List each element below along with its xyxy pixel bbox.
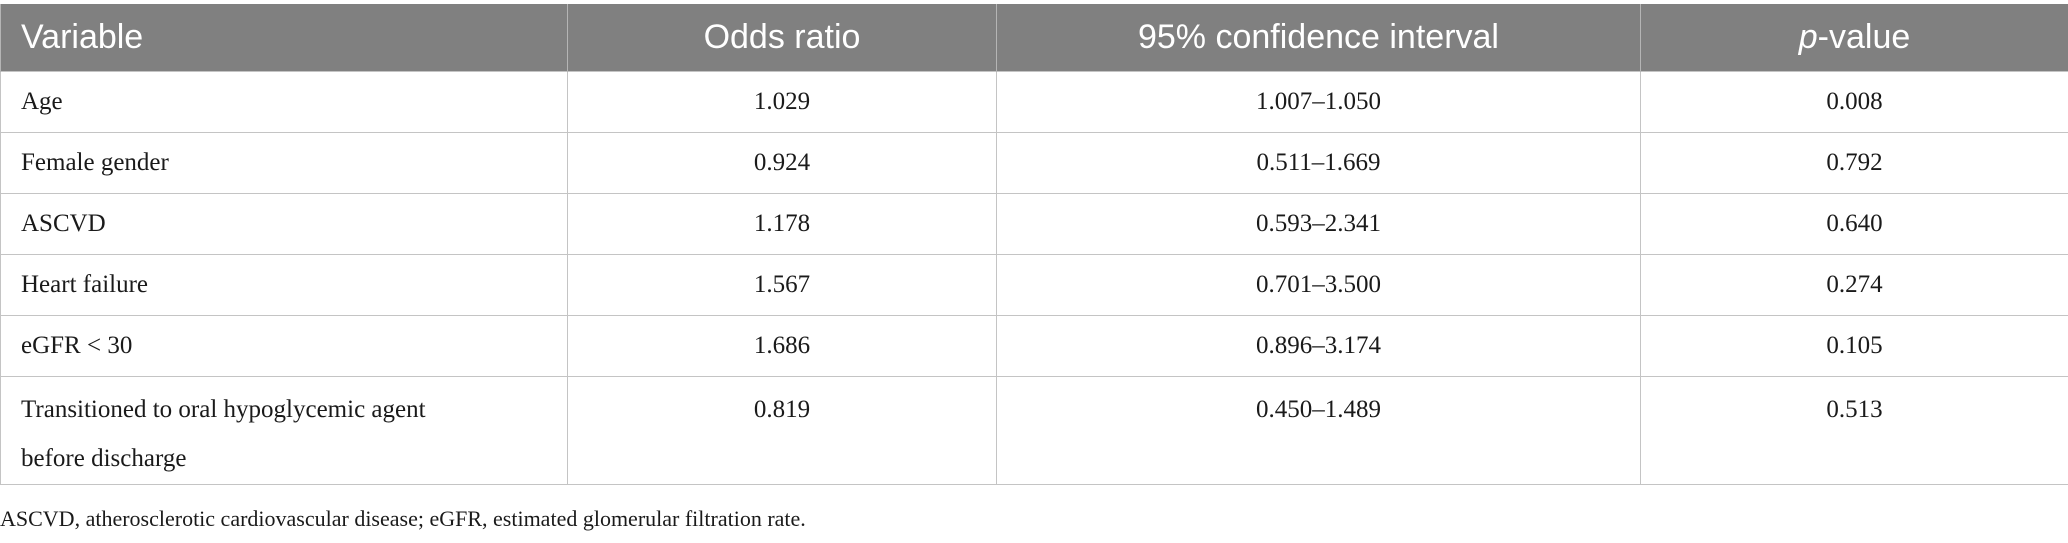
cell-p-value: 0.105 <box>1640 315 2068 377</box>
cell-p-value: 0.274 <box>1640 254 2068 316</box>
cell-odds-ratio: 0.819 <box>567 376 997 485</box>
results-table-container: Variable Odds ratio 95% confidence inter… <box>0 4 2068 485</box>
cell-variable: eGFR < 30 <box>0 315 568 377</box>
cell-variable: Age <box>0 71 568 133</box>
cell-variable: Transitioned to oral hypoglycemic agent b… <box>0 376 568 485</box>
cell-p-value: 0.792 <box>1640 132 2068 194</box>
header-p-value: p-value <box>1640 4 2068 72</box>
table-row: Female gender 0.924 0.511–1.669 0.792 <box>0 132 2068 194</box>
table-row: Transitioned to oral hypoglycemic agent b… <box>0 376 2068 485</box>
cell-odds-ratio: 1.567 <box>567 254 997 316</box>
header-odds-ratio: Odds ratio <box>567 4 997 72</box>
cell-variable-line1: Transitioned to oral hypoglycemic agent <box>21 396 426 423</box>
cell-variable: Heart failure <box>0 254 568 316</box>
table-row: ASCVD 1.178 0.593–2.341 0.640 <box>0 193 2068 255</box>
cell-p-value: 0.640 <box>1640 193 2068 255</box>
cell-confidence-interval: 0.593–2.341 <box>996 193 1641 255</box>
header-confidence-interval: 95% confidence interval <box>996 4 1641 72</box>
table-row: Heart failure 1.567 0.701–3.500 0.274 <box>0 254 2068 316</box>
cell-odds-ratio: 0.924 <box>567 132 997 194</box>
header-p-italic: p <box>1798 18 1818 56</box>
odds-ratio-table: Variable Odds ratio 95% confidence inter… <box>0 4 2068 485</box>
cell-variable-line2: before discharge <box>21 445 187 472</box>
cell-odds-ratio: 1.178 <box>567 193 997 255</box>
cell-confidence-interval: 1.007–1.050 <box>996 71 1641 133</box>
header-p-rest: -value <box>1817 18 1911 56</box>
cell-odds-ratio: 1.029 <box>567 71 997 133</box>
cell-variable: ASCVD <box>0 193 568 255</box>
cell-confidence-interval: 0.701–3.500 <box>996 254 1641 316</box>
table-row: eGFR < 30 1.686 0.896–3.174 0.105 <box>0 315 2068 377</box>
cell-p-value: 0.008 <box>1640 71 2068 133</box>
cell-variable: Female gender <box>0 132 568 194</box>
cell-p-value: 0.513 <box>1640 376 2068 485</box>
cell-confidence-interval: 0.511–1.669 <box>996 132 1641 194</box>
table-row: Age 1.029 1.007–1.050 0.008 <box>0 71 2068 133</box>
cell-confidence-interval: 0.450–1.489 <box>996 376 1641 485</box>
table-footnote: ASCVD, atherosclerotic cardiovascular di… <box>0 506 806 531</box>
header-variable: Variable <box>0 4 568 72</box>
table-header-row: Variable Odds ratio 95% confidence inter… <box>0 4 2068 72</box>
cell-odds-ratio: 1.686 <box>567 315 997 377</box>
cell-confidence-interval: 0.896–3.174 <box>996 315 1641 377</box>
